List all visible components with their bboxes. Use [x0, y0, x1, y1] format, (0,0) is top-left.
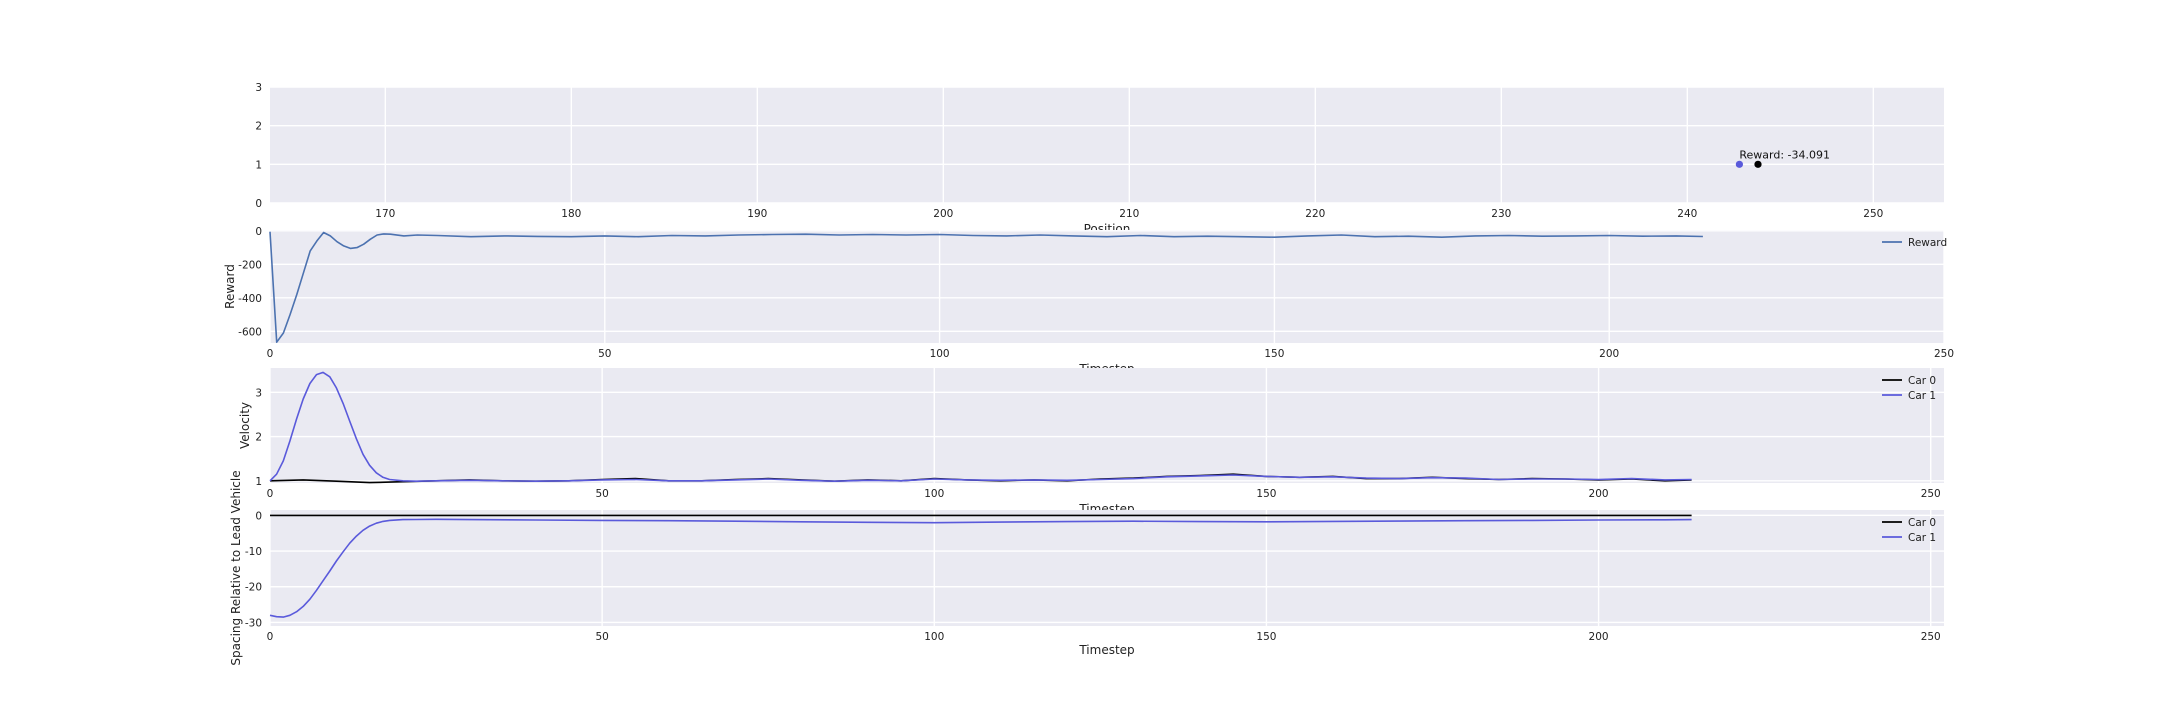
series-line-reward	[269, 231, 1703, 344]
y-tick-label: 0	[255, 226, 262, 238]
legend-entry: Car 0	[1908, 517, 1936, 529]
x-tick-label: 190	[747, 208, 767, 220]
y-tick-label: 3	[255, 82, 262, 94]
legend-entry: Car 1	[1908, 532, 1936, 544]
y-tick-label: 0	[255, 510, 262, 522]
y-tick-label: 3	[255, 387, 262, 399]
plot-background	[270, 510, 1944, 626]
y-tick-label: -600	[238, 326, 262, 338]
x-tick-label: 0	[267, 348, 274, 360]
plot-background	[270, 368, 1944, 483]
x-tick-label: 200	[933, 208, 953, 220]
x-tick-label: 240	[1677, 208, 1697, 220]
x-tick-label: 0	[267, 488, 274, 500]
x-tick-label: 210	[1119, 208, 1139, 220]
x-tick-label: 100	[924, 631, 944, 643]
y-tick-label: -20	[245, 582, 262, 594]
x-tick-label: 50	[595, 488, 608, 500]
x-tick-label: 200	[1589, 631, 1609, 643]
x-tick-label: 250	[1921, 488, 1941, 500]
x-tick-label: 100	[924, 488, 944, 500]
x-tick-label: 150	[1264, 348, 1284, 360]
y-tick-label: 1	[255, 476, 262, 488]
x-tick-label: 220	[1305, 208, 1325, 220]
x-tick-label: 180	[561, 208, 581, 220]
y-axis-label: Reward	[223, 264, 237, 309]
x-tick-label: 100	[930, 348, 950, 360]
plot-background	[270, 87, 1944, 203]
reward-annotation: Reward: -34.091	[1739, 148, 1830, 161]
x-tick-label: 200	[1589, 488, 1609, 500]
data-point	[1754, 160, 1762, 168]
y-tick-label: 1	[255, 159, 262, 171]
y-tick-label: -400	[238, 293, 262, 305]
x-tick-label: 150	[1256, 631, 1276, 643]
x-tick-label: 250	[1934, 348, 1954, 360]
y-tick-label: -30	[245, 617, 262, 629]
y-tick-label: -10	[245, 546, 262, 558]
axes-spacing: 0 50 100 150 200 2500-10-20-30TimestepSpacing…	[229, 470, 1944, 666]
plot-background	[270, 230, 1944, 343]
x-tick-label: 200	[1599, 348, 1619, 360]
x-tick-label: 0	[267, 631, 274, 643]
series-line-car-1	[269, 518, 1692, 618]
x-tick-label: 250	[1863, 208, 1883, 220]
y-tick-label: 2	[255, 121, 262, 133]
y-tick-label: -200	[238, 259, 262, 271]
data-point	[1735, 160, 1743, 168]
y-tick-label: 0	[255, 198, 262, 210]
legend-entry: Car 1	[1908, 390, 1936, 402]
legend-entry: Car 0	[1908, 375, 1936, 387]
series-line-car-1	[269, 371, 1692, 483]
x-tick-label: 230	[1491, 208, 1511, 220]
x-tick-label: 170	[375, 208, 395, 220]
y-axis-label: Spacing Relative to Lead Vehicle	[229, 470, 243, 665]
x-tick-label: 50	[595, 631, 608, 643]
axes-reward: 0501001502002500-200-400-600TimestepRewa…	[223, 226, 1954, 376]
legend-entry: Reward	[1908, 237, 1947, 249]
x-tick-label: 50	[598, 348, 611, 360]
x-axis-label: Timestep	[1078, 643, 1134, 657]
y-axis-label: Velocity	[238, 402, 252, 449]
x-tick-label: 150	[1256, 488, 1276, 500]
y-tick-label: 2	[255, 432, 262, 444]
x-tick-label: 250	[1921, 631, 1941, 643]
axes-position: 170 180 190 200 210 220 230 240 2500123PositionR…	[255, 82, 1944, 236]
